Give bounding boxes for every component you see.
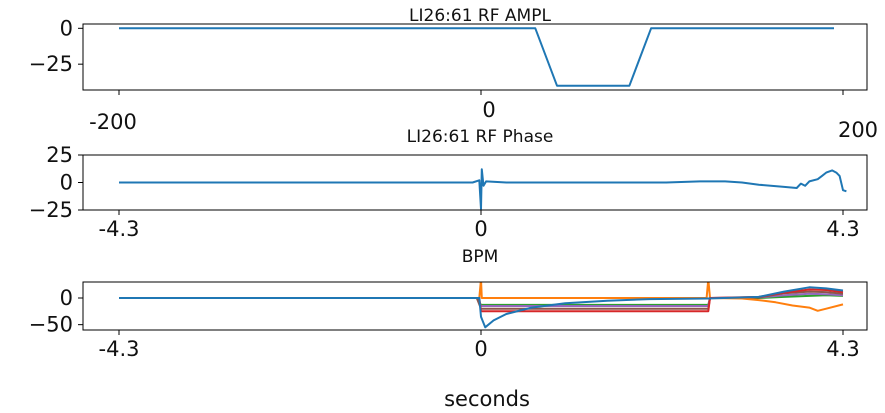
panel-rf-ampl: LI26:61 RF AMPL 0 −25 -200 0 200: [29, 6, 878, 142]
y-tick-label: 25: [46, 143, 73, 167]
axes-frame: [82, 281, 868, 331]
x-tick-label: 0: [474, 217, 487, 241]
series-line-4: [119, 282, 844, 312]
axes-frame: [82, 23, 868, 91]
panel-bpm: BPM 0 −50 -4.3 0 4.3: [29, 247, 868, 361]
x-axis-label: seconds: [444, 387, 530, 411]
title-bpm: BPM: [462, 247, 499, 267]
x-tick-label: 4.3: [826, 217, 859, 241]
x-tick-label: 4.3: [826, 337, 859, 361]
x-tick-label: 200: [838, 118, 878, 142]
title-rf-ampl: LI26:61 RF AMPL: [409, 6, 551, 26]
y-tick-label: 0: [60, 286, 73, 310]
x-tick-label: -4.3: [99, 217, 140, 241]
y-tick-label: 0: [60, 171, 73, 195]
panel-rf-phase: LI26:61 RF Phase 25 0 −25 -4.3 0 4.3: [29, 127, 868, 241]
series-line-6: [119, 286, 844, 329]
y-tick-label: −25: [29, 52, 73, 76]
title-rf-phase: LI26:61 RF Phase: [407, 127, 554, 147]
x-tick-label: 0: [482, 98, 495, 122]
series-line-1: [119, 27, 834, 87]
y-tick-label: −25: [29, 198, 73, 222]
x-tick-label: -200: [89, 110, 137, 134]
y-tick-label: −50: [29, 313, 73, 337]
series-line-1: [119, 168, 847, 210]
x-tick-label: -4.3: [99, 337, 140, 361]
y-tick-label: 0: [60, 16, 73, 40]
x-tick-label: 0: [474, 337, 487, 361]
